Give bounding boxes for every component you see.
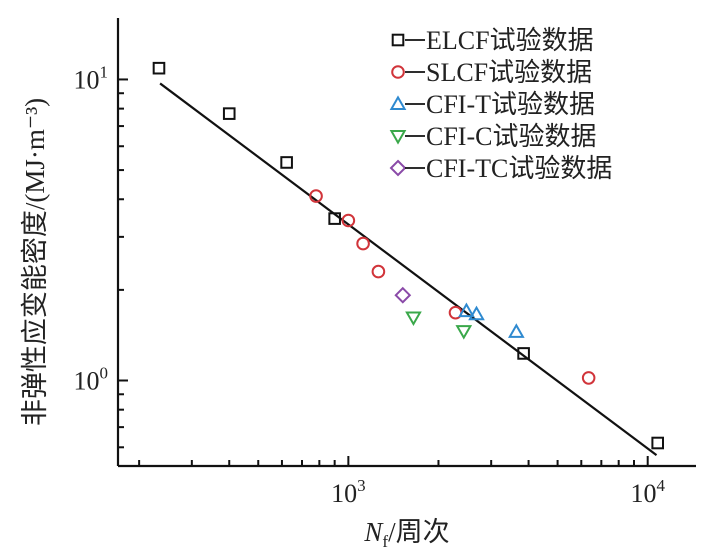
legend-label: CFI-T试验数据 [426, 90, 595, 119]
data-point-square [517, 347, 530, 360]
legend: ELCF试验数据 SLCF试验数据 CFI-T试验数据 CFI-C试验数据 CFI-TC… [389, 26, 612, 183]
fit-line [159, 82, 658, 457]
data-point-circle [371, 264, 386, 279]
axes [116, 18, 696, 468]
legend-label: CFI-C试验数据 [426, 122, 596, 151]
axis-labels: 103 104 100 101 Nf/周次 非弹性应变能密度/(MJ·m⁻³) [20, 62, 665, 551]
legend-marker [391, 65, 405, 79]
data-point-square [222, 107, 236, 120]
legend-marker [389, 95, 407, 110]
y-tick-label: 100 [74, 364, 109, 396]
x-tick-label: 104 [630, 476, 665, 508]
data-point-square [280, 156, 293, 169]
legend-marker [389, 159, 407, 177]
y-tick-label: 101 [74, 62, 109, 94]
data-point-square [328, 212, 341, 225]
data-point-square [651, 436, 665, 450]
legend-marker [389, 130, 407, 145]
legend-marker [391, 33, 405, 47]
data-point-triangle-up [507, 323, 525, 338]
x-axis-title: Nf/周次 [363, 517, 449, 551]
data-point-circle [341, 213, 356, 228]
fit-line-group [159, 82, 658, 457]
data-point-triangle-down [405, 311, 422, 327]
data-point-triangle-up [458, 302, 475, 318]
y-axis-title: 非弹性应变能密度/(MJ·m⁻³) [20, 98, 50, 426]
data-points [152, 61, 665, 450]
data-point-triangle-up [468, 305, 485, 321]
data-point-diamond [394, 286, 412, 304]
data-point-circle [581, 371, 596, 385]
legend-label: CFI-TC试验数据 [426, 154, 612, 183]
legend-label: SLCF试验数据 [426, 58, 592, 87]
data-point-square [152, 61, 166, 75]
data-point-triangle-down [455, 325, 473, 340]
data-point-circle [309, 189, 323, 203]
data-point-circle [356, 236, 370, 251]
x-tick-label: 103 [331, 476, 366, 508]
legend-label: ELCF试验数据 [426, 26, 594, 55]
